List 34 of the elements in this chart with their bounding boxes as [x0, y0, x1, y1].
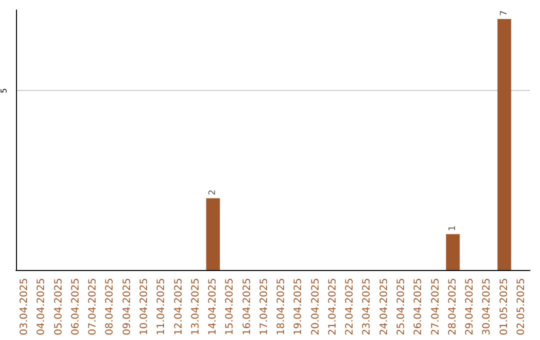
- x-tick-label: 15.04.2025: [224, 278, 236, 336]
- data-label: 1: [448, 225, 458, 232]
- x-tick-label: 27.04.2025: [430, 278, 442, 336]
- x-tick-label: 03.04.2025: [19, 278, 30, 336]
- x-tick-label: 26.04.2025: [413, 278, 424, 336]
- x-tick-label: 07.04.2025: [88, 278, 99, 336]
- x-tick-label: 14.04.2025: [208, 278, 219, 336]
- x-tick-label: 23.04.2025: [362, 278, 373, 336]
- x-tick-label: 22.04.2025: [344, 278, 356, 336]
- x-tick-label: 13.04.2025: [190, 278, 202, 336]
- x-tick-label: 24.04.2025: [378, 278, 390, 336]
- x-tick-label: 30.04.2025: [482, 278, 493, 336]
- data-label: 2: [208, 190, 218, 196]
- x-tick-label: 01.05.2025: [498, 278, 510, 336]
- x-tick-label: 04.04.2025: [36, 278, 48, 336]
- x-tick-label: 09.04.2025: [122, 278, 133, 336]
- x-tick-label: 29.04.2025: [464, 278, 476, 336]
- x-tick-label: 10.04.2025: [139, 278, 150, 336]
- x-tick-label: 11.04.2025: [156, 278, 168, 336]
- x-tick-label: 25.04.2025: [396, 278, 407, 336]
- x-tick-label: 21.04.2025: [327, 278, 338, 336]
- x-tick-label: 17.04.2025: [258, 278, 270, 336]
- x-tick-label: 19.04.2025: [293, 278, 304, 336]
- x-tick-label: 12.04.2025: [173, 278, 184, 336]
- data-label: 7: [499, 10, 510, 16]
- x-tick-label: 02.05.2025: [516, 278, 527, 336]
- y-tick-label: 5: [0, 88, 8, 94]
- x-tick-label: 18.04.2025: [276, 278, 288, 336]
- x-tick-label: 28.04.2025: [447, 278, 458, 336]
- x-tick-label: 06.04.2025: [70, 278, 82, 336]
- x-tick-label: 16.04.2025: [242, 278, 253, 336]
- x-tick-label: 20.04.2025: [310, 278, 322, 336]
- x-tick-label: 08.04.2025: [104, 278, 116, 336]
- x-tick-label: 05.04.2025: [53, 278, 64, 336]
